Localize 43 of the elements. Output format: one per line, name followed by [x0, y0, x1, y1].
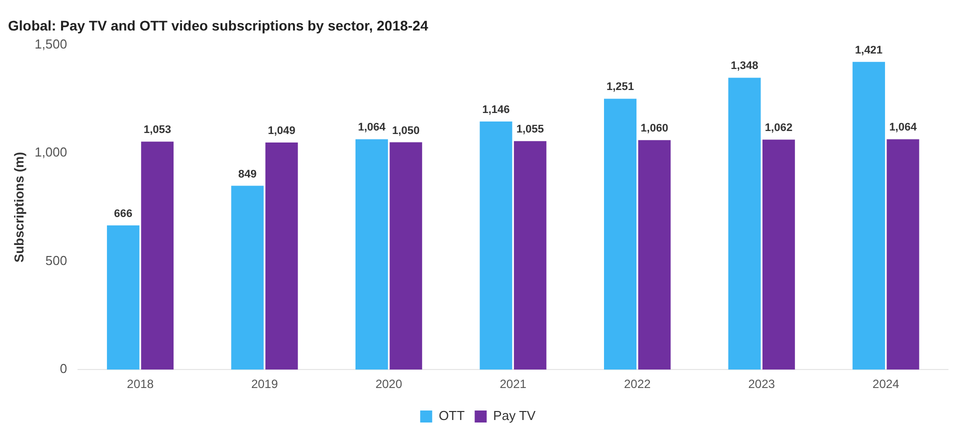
x-tick-label: 2024	[872, 377, 900, 392]
bar	[728, 78, 761, 370]
chart-title: Global: Pay TV and OTT video subscriptions by sector, 2018-24	[8, 17, 428, 34]
data-label: 1,050	[392, 124, 420, 137]
data-label: 1,064	[889, 122, 918, 134]
data-label: 1,348	[730, 60, 758, 72]
x-tick-label: 2022	[624, 377, 652, 392]
data-label: 1,049	[268, 124, 296, 137]
x-tick-label: 2021	[500, 377, 527, 392]
legend-label: OTT	[438, 408, 465, 424]
y-tick-label: 0	[60, 361, 68, 376]
x-tick-label: 2023	[748, 377, 776, 392]
data-label: 849	[238, 168, 257, 180]
bar	[604, 98, 636, 370]
data-label: 1,055	[516, 124, 544, 136]
data-label: 1,062	[764, 122, 792, 134]
data-label: 1,064	[358, 122, 386, 134]
legend-label: Pay TV	[493, 408, 536, 424]
bar	[390, 142, 422, 370]
data-label: 1,146	[482, 104, 510, 116]
y-axis-title: Subscriptions (m)	[11, 152, 26, 262]
bar	[480, 121, 512, 370]
bar	[852, 62, 886, 370]
data-label: 1,251	[606, 81, 634, 94]
data-label: 1,421	[855, 44, 883, 56]
bar	[106, 225, 140, 370]
x-tick-label: 2018	[126, 377, 154, 392]
bar	[141, 142, 174, 370]
data-label: 1,060	[640, 122, 668, 135]
bar	[231, 186, 264, 370]
bar	[762, 140, 795, 370]
bar	[265, 142, 298, 370]
y-tick-label: 500	[45, 252, 68, 268]
x-tick-label: 2019	[251, 377, 278, 392]
bar	[355, 139, 388, 370]
x-tick-label: 2020	[375, 377, 402, 392]
bar	[514, 141, 546, 370]
y-tick-label: 1,000	[34, 144, 68, 160]
data-label: 1,053	[144, 124, 172, 136]
y-tick-label: 1,500	[34, 36, 68, 52]
bar	[886, 139, 920, 370]
bar	[638, 140, 671, 370]
data-label: 666	[114, 208, 132, 220]
